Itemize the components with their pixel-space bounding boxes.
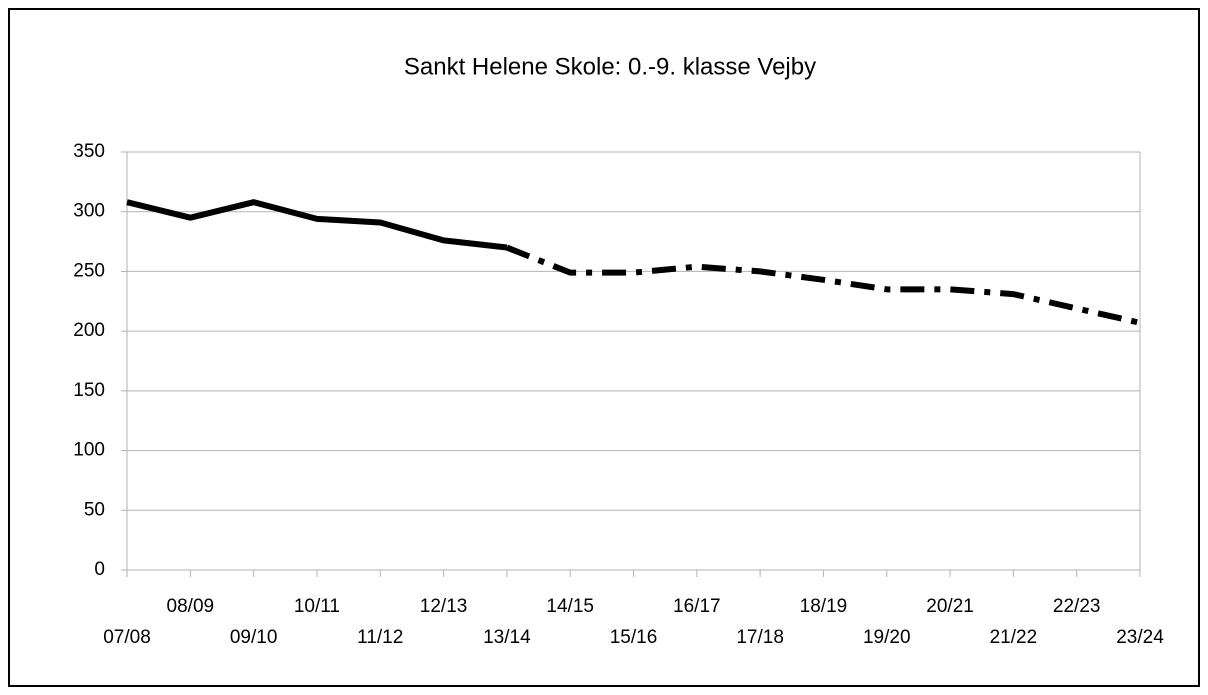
x-tick-label: 08/09 <box>167 596 215 617</box>
x-tick-label: 18/19 <box>800 596 848 617</box>
y-tick-label: 100 <box>73 440 105 461</box>
x-tick-label: 15/16 <box>610 627 658 648</box>
data-line <box>505 244 1141 326</box>
y-tick-label: 150 <box>73 380 105 401</box>
x-tick-label: 10/11 <box>294 596 340 617</box>
x-tick-label: 21/22 <box>990 627 1038 648</box>
y-tick-label: 350 <box>73 141 105 162</box>
chart-frame <box>8 8 1200 687</box>
x-tick-label: 07/08 <box>103 627 151 648</box>
y-tick-label: 250 <box>73 260 105 281</box>
x-tick-label: 17/18 <box>736 627 784 648</box>
x-tick-label: 13/14 <box>483 627 531 648</box>
chart-title: Sankt Helene Skole: 0.-9. klasse Vejby <box>404 53 816 80</box>
y-tick-label: 50 <box>84 499 105 520</box>
x-tick-label: 19/20 <box>863 627 911 648</box>
y-tick-label: 300 <box>73 201 105 222</box>
data-line <box>126 199 508 251</box>
x-tick-label: 09/10 <box>230 627 278 648</box>
x-tick-label: 12/13 <box>420 596 468 617</box>
x-tick-label: 11/12 <box>357 627 403 648</box>
x-tick-label: 14/15 <box>546 596 594 617</box>
x-tick-label: 20/21 <box>926 596 974 617</box>
y-tick-label: 200 <box>73 320 105 341</box>
x-tick-label: 22/23 <box>1053 596 1101 617</box>
x-tick-label: 23/24 <box>1116 627 1164 648</box>
x-tick-label: 16/17 <box>673 596 721 617</box>
y-tick-label: 0 <box>94 559 105 580</box>
